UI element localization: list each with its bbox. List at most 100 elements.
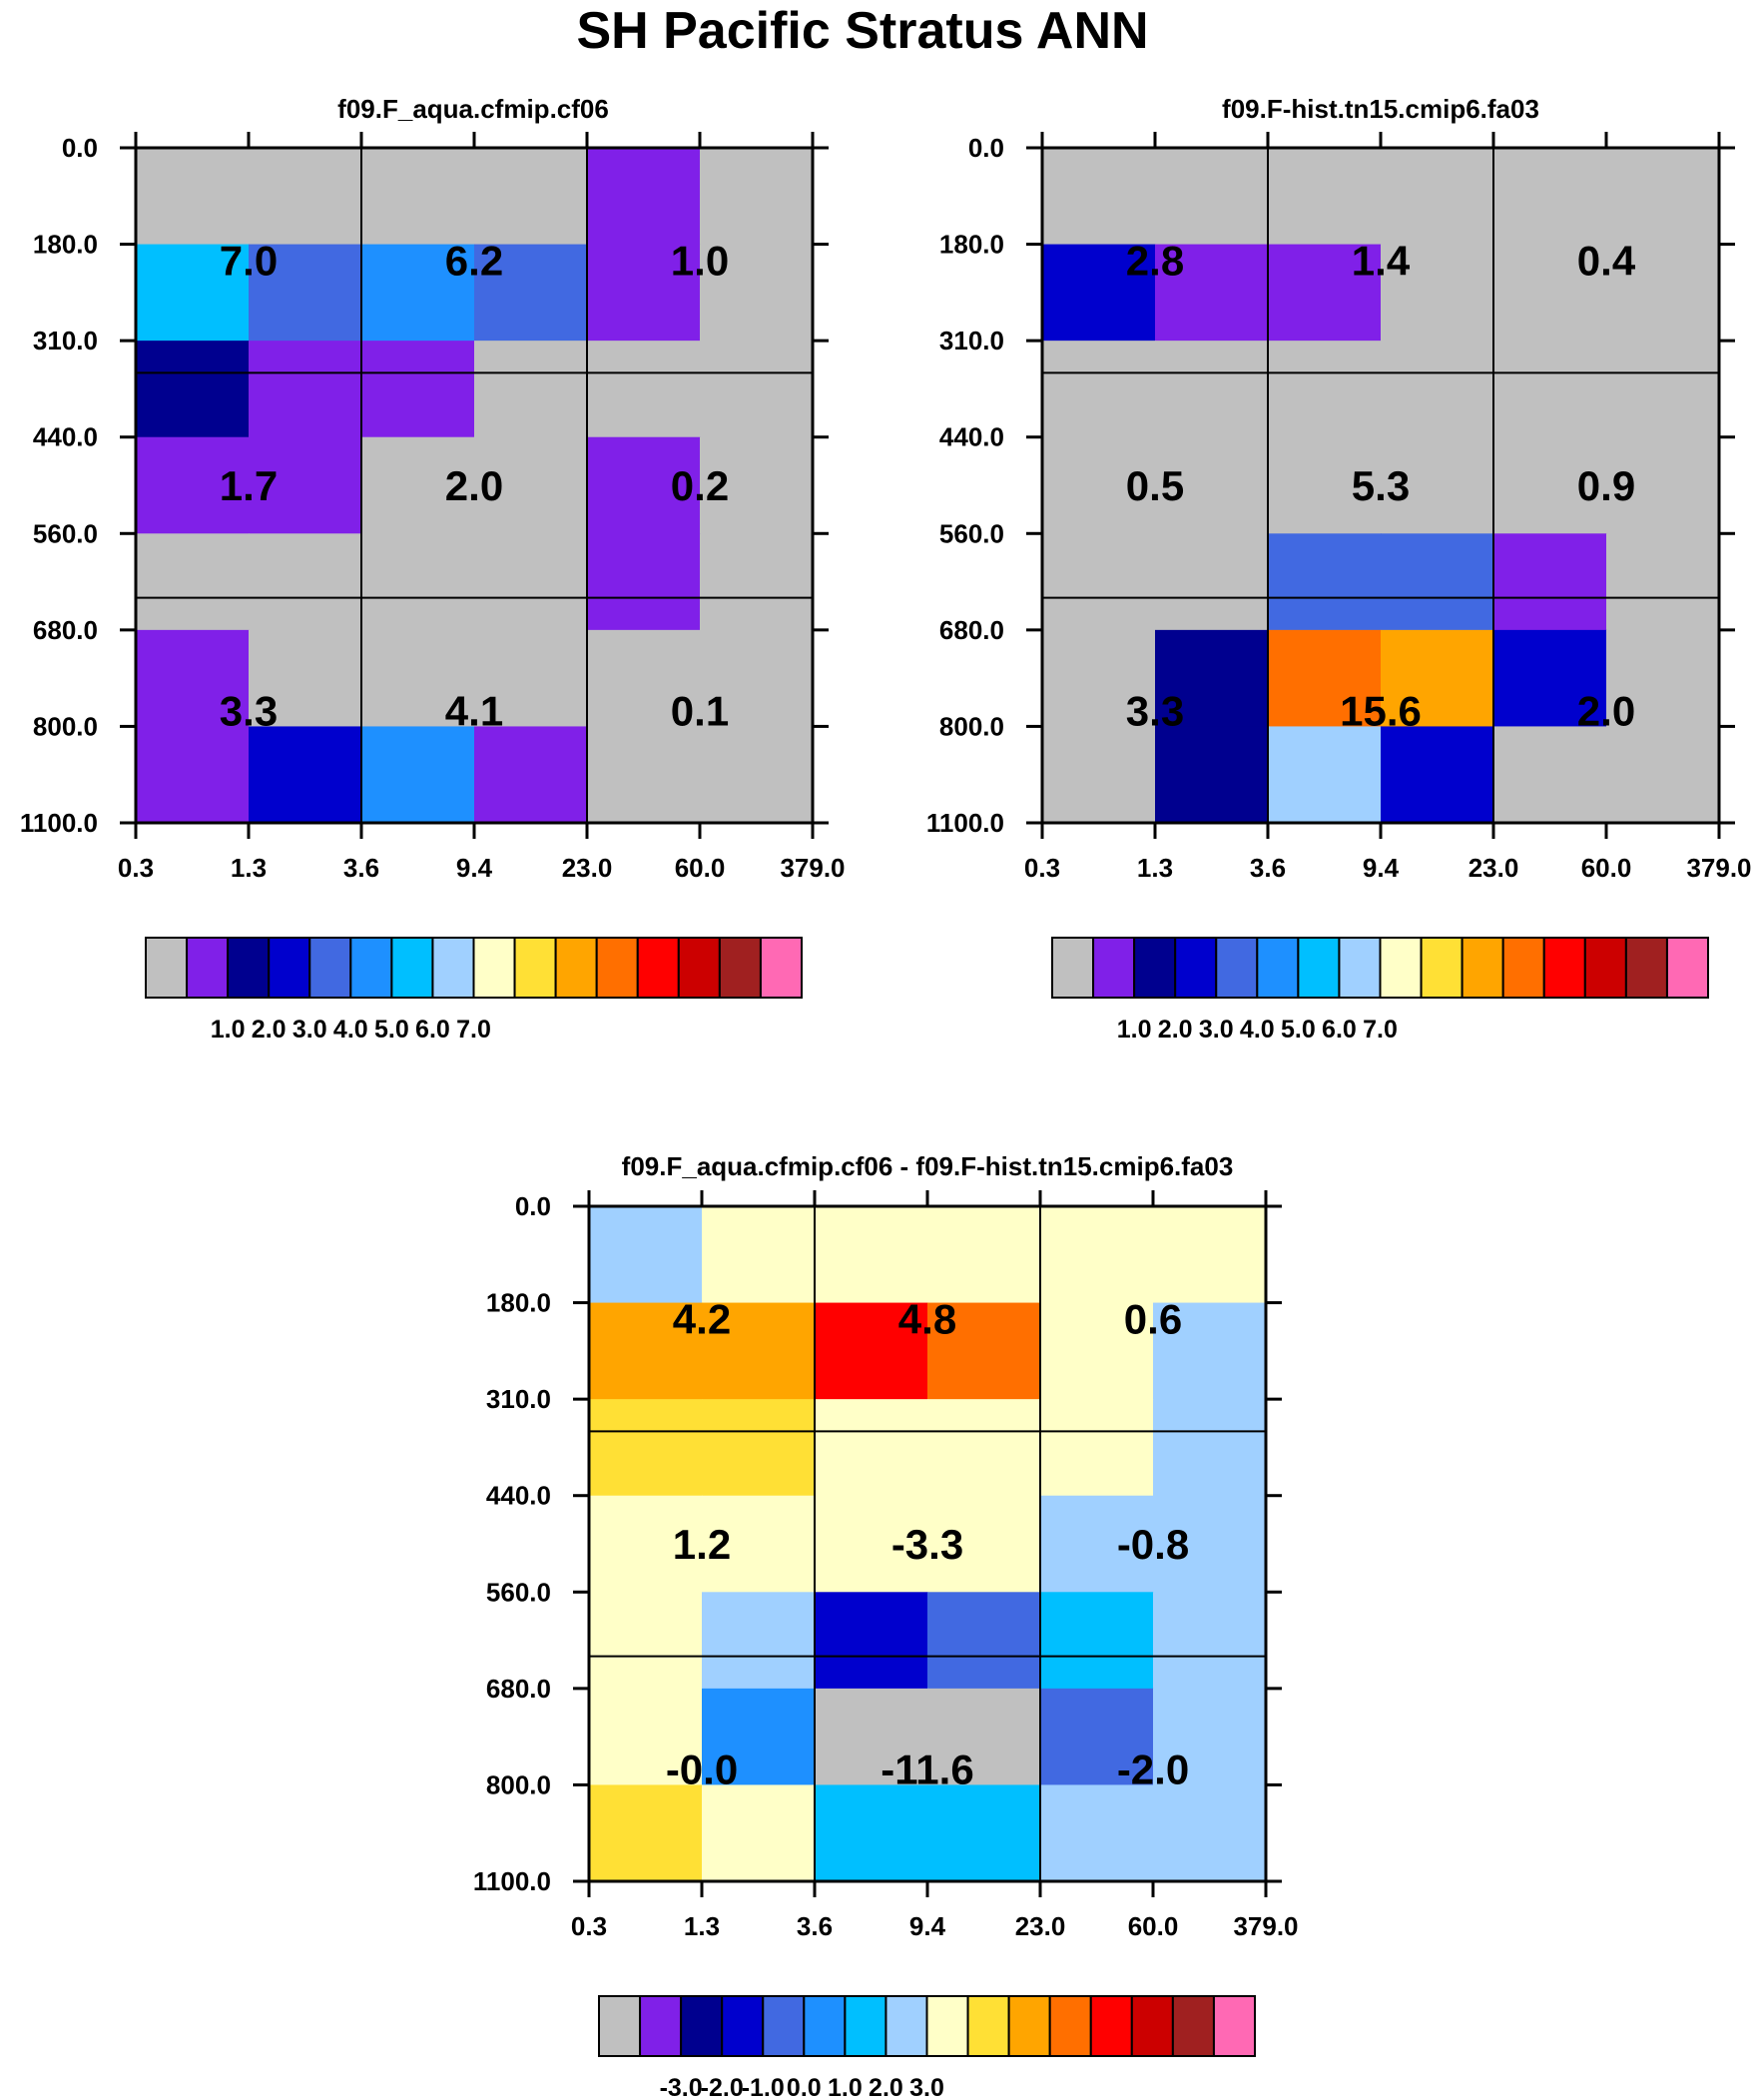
colorbar-swatch	[1174, 937, 1218, 999]
heatmap-cell	[1153, 1688, 1267, 1786]
colorbar-swatch	[554, 937, 598, 999]
cell-value-label: 7.0	[220, 238, 278, 285]
heatmap-cell	[1153, 1399, 1267, 1497]
heatmap-cell	[1042, 726, 1156, 824]
heatmap-cell	[1606, 726, 1720, 824]
x-tick-label: 0.3	[571, 1911, 607, 1941]
colorbar-swatch	[1130, 1995, 1174, 2057]
heatmap-cell	[1040, 1206, 1154, 1304]
colorbar-swatch	[598, 1995, 642, 2057]
heatmap-cell	[1493, 341, 1607, 438]
colorbar-label: 5.0	[374, 1016, 409, 1044]
heatmap-cell	[249, 341, 362, 438]
heatmap-cell	[589, 1302, 703, 1400]
heatmap-cell	[136, 148, 250, 246]
heatmap-cell	[700, 244, 814, 342]
colorbar-swatch	[1297, 937, 1341, 999]
heatmap-cell	[927, 1302, 1041, 1400]
colorbar-swatch	[1501, 937, 1545, 999]
heatmap-cell	[1042, 148, 1156, 246]
heatmap-cell	[1381, 148, 1494, 246]
y-tick-label: 680.0	[33, 615, 98, 645]
heatmap-cell	[1493, 244, 1607, 342]
y-tick-label: 180.0	[33, 230, 98, 260]
y-tick-label: 1100.0	[926, 808, 1004, 838]
colorbar-swatch	[595, 937, 639, 999]
colorbar-swatch	[966, 1995, 1010, 2057]
heatmap-cell	[815, 1302, 928, 1400]
y-tick-label: 310.0	[486, 1384, 551, 1414]
heatmap-cell	[927, 1784, 1041, 1882]
y-tick-label: 0.0	[62, 133, 98, 163]
y-tick-label: 1100.0	[20, 808, 98, 838]
heatmap-cell	[927, 1495, 1041, 1593]
heatmap-cell	[136, 726, 250, 824]
y-tick-label: 440.0	[33, 422, 98, 452]
heatmap-cell	[1155, 629, 1269, 728]
heatmap-cell	[700, 533, 814, 631]
heatmap-cell	[1268, 436, 1382, 534]
y-tick-label: 560.0	[33, 518, 98, 548]
heatmap-cell	[136, 341, 250, 438]
heatmap-cell	[927, 1206, 1041, 1304]
y-tick-label: 440.0	[939, 422, 1004, 452]
heatmap-cell	[1040, 1495, 1154, 1593]
colorbar-swatch	[677, 937, 721, 999]
heatmap-cell	[1042, 533, 1156, 631]
cell-value-label: 15.6	[1340, 687, 1422, 734]
x-tick-label: 379.0	[780, 853, 845, 883]
heatmap-cell	[1268, 629, 1382, 728]
heatmap-cell	[474, 148, 588, 246]
colorbar-swatch	[1665, 937, 1709, 999]
heatmap-cell	[1493, 726, 1607, 824]
main-title: SH Pacific Stratus ANN	[576, 2, 1148, 60]
y-tick-label: 310.0	[939, 326, 1004, 355]
y-tick-label: 680.0	[486, 1674, 551, 1704]
heatmap-cell	[474, 244, 588, 342]
colorbar-swatch	[349, 937, 393, 999]
heatmap-cell	[1606, 148, 1720, 246]
cell-value-label: 1.2	[673, 1521, 731, 1568]
y-tick-label: 680.0	[939, 615, 1004, 645]
colorbar-swatch	[308, 937, 352, 999]
colorbar-swatch	[759, 937, 804, 999]
x-tick-label: 379.0	[1686, 853, 1751, 883]
heatmap-cell	[1153, 1206, 1267, 1304]
heatmap-cell	[136, 533, 250, 631]
colorbar-swatch	[1133, 937, 1177, 999]
x-tick-label: 60.0	[675, 853, 726, 883]
heatmap-cell	[587, 533, 701, 631]
heatmap-cell	[249, 148, 362, 246]
colorbar-label: 3.0	[1199, 1016, 1234, 1044]
colorbar-label: 0.0	[787, 2074, 822, 2100]
heatmap-cell	[1040, 1784, 1154, 1882]
y-tick-label: 560.0	[939, 518, 1004, 548]
colorbar-swatch	[636, 937, 680, 999]
heatmap-cell	[927, 1592, 1041, 1690]
colorbar-swatch	[844, 1995, 887, 2057]
x-tick-label: 23.0	[1015, 1911, 1066, 1941]
heatmap-cell	[700, 629, 814, 728]
colorbar-swatch	[1051, 937, 1095, 999]
colorbar-label: 1.0	[1117, 1016, 1152, 1044]
heatmap-cell	[589, 1784, 703, 1882]
colorbar-swatch	[268, 937, 311, 999]
colorbar-label: 2.0	[252, 1016, 287, 1044]
cell-value-label: 2.0	[445, 462, 503, 509]
heatmap-cell	[702, 1784, 816, 1882]
colorbar-label: 4.0	[333, 1016, 368, 1044]
heatmap-cell	[249, 436, 362, 534]
colorbar-swatch	[1007, 1995, 1051, 2057]
y-tick-label: 800.0	[939, 711, 1004, 741]
heatmap-cell	[702, 1592, 816, 1690]
colorbar-swatch	[1624, 937, 1668, 999]
cell-value-label: 1.7	[220, 462, 278, 509]
cell-value-label: 0.9	[1577, 462, 1635, 509]
cell-value-label: 0.1	[671, 687, 729, 734]
heatmap-cell	[702, 1399, 816, 1497]
heatmap-cell	[1155, 341, 1269, 438]
heatmap-cell	[1493, 629, 1607, 728]
colorbar-label: 6.0	[415, 1016, 450, 1044]
cell-value-label: 3.3	[220, 687, 278, 734]
